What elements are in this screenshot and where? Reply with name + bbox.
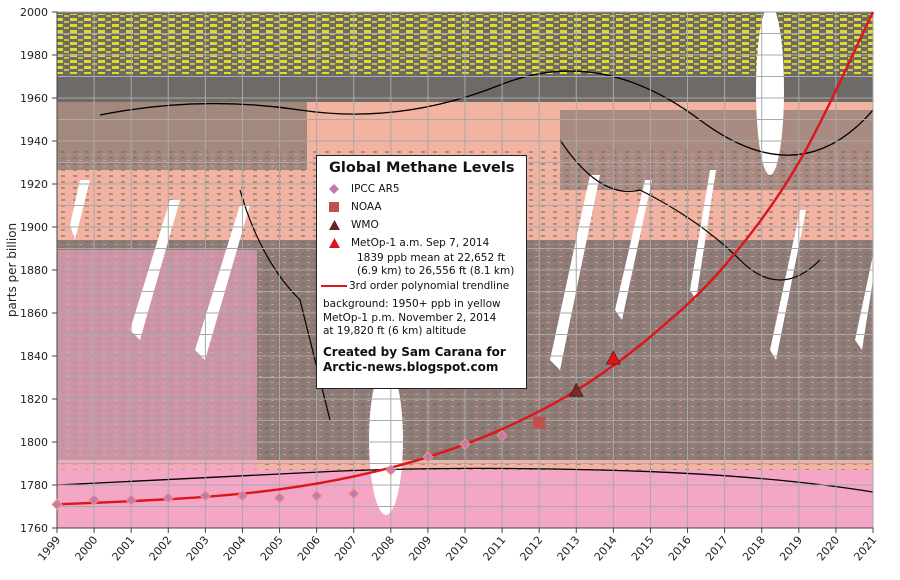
x-tick-label: 2011 xyxy=(480,534,508,564)
y-tick-label: 1920 xyxy=(20,178,48,191)
x-tick-label: 2010 xyxy=(443,534,471,564)
x-tick-label: 2020 xyxy=(814,534,842,564)
y-tick-label: 1900 xyxy=(20,221,48,234)
y-tick-label: 2000 xyxy=(20,6,48,19)
diamond-marker-icon xyxy=(199,490,212,502)
x-tick-label: 2001 xyxy=(110,534,138,564)
y-tick-label: 1980 xyxy=(20,49,48,62)
diamond-marker-icon xyxy=(459,438,471,450)
metop-detail-2: (6.9 km) to 26,556 ft (8.1 km) xyxy=(357,265,515,277)
x-tick-label: 2009 xyxy=(406,534,434,564)
x-tick-label: 2003 xyxy=(184,534,212,564)
credit-line-2: Arctic-news.blogspot.com xyxy=(323,359,499,374)
x-tick-label: 2017 xyxy=(703,534,731,564)
triangle-marker-icon xyxy=(323,238,345,248)
background-note-3: at 19,820 ft (6 km) altitude xyxy=(323,325,467,337)
x-tick-label: 2000 xyxy=(72,534,100,564)
legend-item-metop: MetOp-1 a.m. Sep 7, 2014 xyxy=(323,234,520,252)
legend-label: 3rd order polynomial trendline xyxy=(349,280,510,292)
x-tick-label: 2014 xyxy=(592,534,620,564)
legend-label: IPCC AR5 xyxy=(351,183,400,195)
credit-line-1: Created by Sam Carana for xyxy=(323,344,506,359)
x-tick-label: 2016 xyxy=(666,534,694,564)
y-axis-title: parts per billion xyxy=(5,223,19,317)
data-markers xyxy=(51,350,621,511)
y-tick-label: 1840 xyxy=(20,350,48,363)
diamond-marker-icon xyxy=(422,451,434,463)
x-tick-label: 2004 xyxy=(221,534,249,564)
triangle-marker-icon xyxy=(323,220,345,230)
diamond-marker-icon xyxy=(51,498,63,511)
x-tick-label: 2018 xyxy=(740,534,768,564)
x-tick-label: 2021 xyxy=(851,534,879,564)
background-note-1: background: 1950+ ppb in yellow xyxy=(323,298,501,310)
x-tick-label: 2013 xyxy=(555,534,583,564)
diamond-marker-icon xyxy=(348,487,360,500)
y-tick-label: 1800 xyxy=(20,436,48,449)
y-tick-label: 1880 xyxy=(20,264,48,277)
legend-item-wmo: WMO xyxy=(323,216,520,234)
diamond-marker-icon xyxy=(88,494,100,506)
diamond-marker-icon xyxy=(273,492,286,504)
x-tick-label: 2007 xyxy=(332,534,360,564)
legend-title: Global Methane Levels xyxy=(329,160,515,176)
background-note-2: MetOp-1 p.m. November 2, 2014 xyxy=(323,311,497,324)
x-tick-label: 2006 xyxy=(295,534,323,564)
legend-item-trendline: 3rd order polynomial trendline xyxy=(321,280,520,292)
legend-item-noaa: NOAA xyxy=(323,198,520,216)
x-tick-label: 2008 xyxy=(369,534,397,564)
diamond-marker-icon xyxy=(323,184,345,194)
diamond-marker-icon xyxy=(496,429,508,442)
x-tick-label: 1999 xyxy=(35,534,63,564)
square-marker-icon xyxy=(323,202,345,212)
y-tick-label: 1960 xyxy=(20,92,48,105)
y-tick-label: 1860 xyxy=(20,307,48,320)
legend-label: NOAA xyxy=(351,201,382,213)
gridlines xyxy=(56,11,874,529)
x-tick-label: 2019 xyxy=(777,534,805,564)
diamond-marker-icon xyxy=(162,492,174,504)
y-tick-label: 1820 xyxy=(20,393,48,406)
x-tick-label: 2005 xyxy=(258,534,286,564)
diamond-marker-icon xyxy=(310,490,323,502)
diamond-marker-icon xyxy=(125,494,137,506)
legend-box: Global Methane Levels IPCC AR5 NOAA WMO … xyxy=(316,155,527,389)
line-swatch-icon xyxy=(321,285,347,287)
legend-label: MetOp-1 a.m. Sep 7, 2014 xyxy=(351,237,490,249)
triangle-marker-icon xyxy=(568,382,584,397)
metop-detail-1: 1839 ppb mean at 22,652 ft xyxy=(357,252,506,264)
credit: Created by Sam Carana for Arctic-news.bl… xyxy=(323,345,520,375)
x-tick-label: 2012 xyxy=(518,534,546,564)
y-tick-label: 1760 xyxy=(20,522,48,535)
diamond-marker-icon xyxy=(236,490,249,502)
diamond-marker-icon xyxy=(385,464,397,476)
triangle-marker-icon xyxy=(605,350,621,365)
background-note: background: 1950+ ppb in yellow MetOp-1 … xyxy=(323,298,520,339)
legend-label: WMO xyxy=(351,219,379,231)
x-tick-label: 2015 xyxy=(629,534,657,564)
x-tick-label: 2002 xyxy=(147,534,175,564)
square-marker-icon xyxy=(533,416,546,429)
y-tick-label: 1780 xyxy=(20,479,48,492)
legend-item-ipcc: IPCC AR5 xyxy=(323,180,520,198)
y-tick-label: 1940 xyxy=(20,135,48,148)
